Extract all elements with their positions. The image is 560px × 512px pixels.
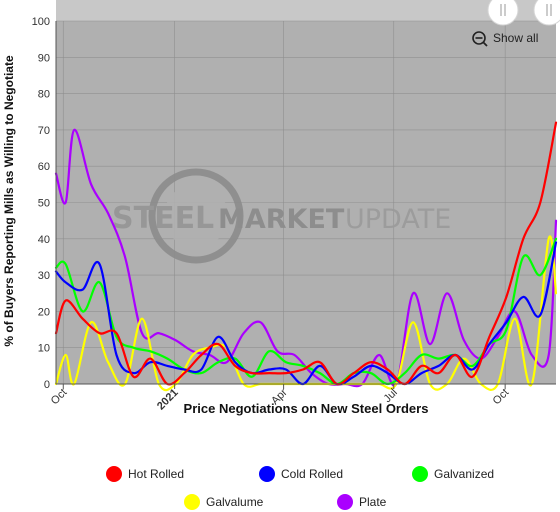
legend-item-galvalume[interactable]: Galvalume bbox=[184, 494, 264, 510]
show-all-button[interactable]: Show all bbox=[472, 31, 538, 47]
legend-label: Cold Rolled bbox=[281, 467, 343, 481]
show-all-label: Show all bbox=[493, 31, 538, 45]
y-axis-label: % of Buyers Reporting Mills as Willing t… bbox=[2, 55, 16, 347]
legend-label: Hot Rolled bbox=[128, 467, 184, 481]
y-tick-label: 80 bbox=[38, 89, 50, 101]
y-tick-label: 100 bbox=[32, 16, 50, 28]
watermark-word-market: MARKET bbox=[218, 204, 345, 235]
range-handle-right[interactable] bbox=[533, 0, 560, 26]
watermark-ring-icon bbox=[148, 168, 244, 264]
watermark-logo: STEEL MARKET UPDATE bbox=[112, 168, 451, 264]
gridlines bbox=[56, 20, 556, 385]
legend-item-hot-rolled[interactable]: Hot Rolled bbox=[106, 466, 184, 482]
legend-item-galvanized[interactable]: Galvanized bbox=[412, 466, 494, 482]
x-tick-label: 2021 bbox=[155, 387, 181, 413]
legend-label: Plate bbox=[359, 495, 387, 509]
x-tick-label: Oct bbox=[49, 387, 70, 408]
range-selector-area[interactable] bbox=[56, 0, 556, 21]
y-tick-label: 0 bbox=[44, 379, 50, 391]
x-axis-label: Price Negotiations on New Steel Orders bbox=[184, 401, 429, 416]
y-tick-label: 90 bbox=[38, 52, 50, 64]
range-handle-icon bbox=[487, 0, 519, 26]
y-tick-label: 50 bbox=[38, 198, 50, 210]
y-tick-label: 10 bbox=[38, 343, 50, 355]
legend: Hot Rolled Cold Rolled Galvanized Galvalume… bbox=[106, 466, 494, 510]
y-tick-label: 40 bbox=[38, 234, 50, 246]
legend-marker-icon bbox=[412, 466, 428, 482]
series-line-hot-rolled[interactable] bbox=[54, 121, 558, 386]
legend-marker-icon bbox=[106, 466, 122, 482]
legend-marker-icon bbox=[337, 494, 353, 510]
legend-label: Galvanized bbox=[434, 467, 494, 481]
legend-marker-icon bbox=[259, 466, 275, 482]
y-tick-label: 60 bbox=[38, 161, 50, 173]
watermark-word-steel: STEEL bbox=[112, 201, 214, 236]
watermark-word-update: UPDATE bbox=[345, 204, 451, 235]
y-axis-ticks: 0 10 20 30 40 50 60 70 80 90 100 bbox=[32, 16, 50, 391]
range-handle-left[interactable] bbox=[487, 0, 519, 26]
y-tick-label: 20 bbox=[38, 306, 50, 318]
legend-item-cold-rolled[interactable]: Cold Rolled bbox=[259, 466, 343, 482]
zoom-out-icon bbox=[472, 31, 486, 45]
y-tick-label: 70 bbox=[38, 125, 50, 137]
series-line-galvanized[interactable] bbox=[54, 237, 558, 386]
y-tick-label: 30 bbox=[38, 270, 50, 282]
legend-label: Galvalume bbox=[206, 495, 264, 509]
legend-marker-icon bbox=[184, 494, 200, 510]
legend-item-plate[interactable]: Plate bbox=[337, 494, 387, 510]
